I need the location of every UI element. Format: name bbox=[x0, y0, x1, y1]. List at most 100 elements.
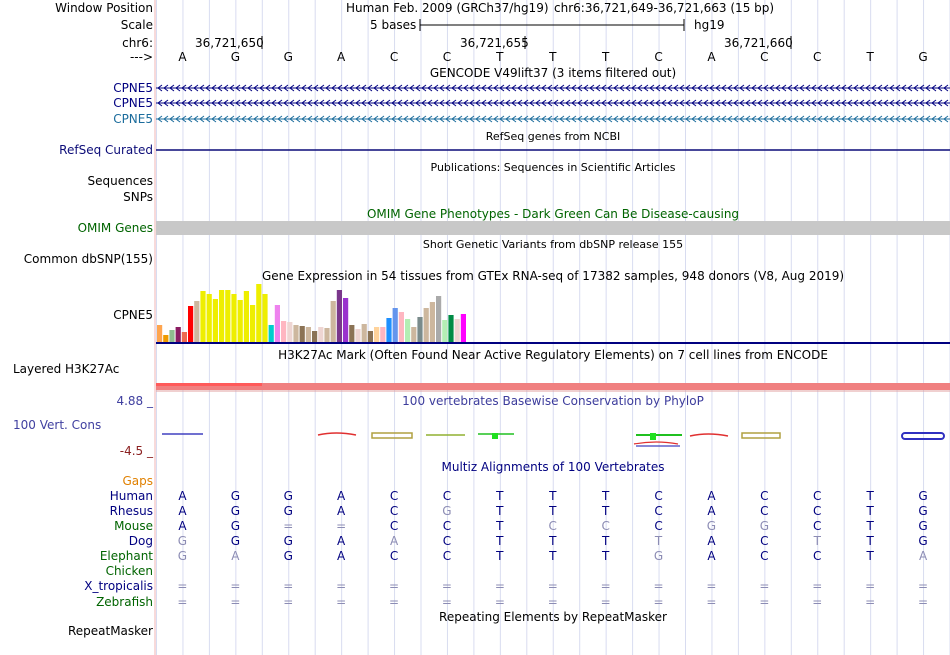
gtex-tissue-bar[interactable] bbox=[219, 290, 225, 342]
dbsnp-label[interactable]: Common dbSNP(155) bbox=[23, 252, 153, 266]
multiz-base: G bbox=[918, 534, 928, 548]
gencode-label-2[interactable]: CPNE5 bbox=[113, 96, 153, 110]
sequence-base: G bbox=[918, 50, 928, 64]
gtex-tissue-bar[interactable] bbox=[287, 322, 293, 342]
cons-title[interactable]: 100 vertebrates Basewise Conservation by… bbox=[402, 394, 704, 408]
h3k27ac-title[interactable]: H3K27Ac Mark (Often Found Near Active Re… bbox=[278, 348, 828, 362]
gtex-tissue-bar[interactable] bbox=[436, 296, 442, 342]
gtex-tissue-bar[interactable] bbox=[181, 332, 187, 342]
conservation-plot[interactable] bbox=[162, 432, 945, 447]
multiz-species-label[interactable]: Rhesus bbox=[109, 504, 153, 518]
gtex-tissue-bar[interactable] bbox=[293, 325, 299, 342]
gtex-tissue-bar[interactable] bbox=[206, 294, 212, 342]
omim-bar[interactable] bbox=[156, 221, 950, 235]
gtex-tissue-bar[interactable] bbox=[262, 294, 268, 342]
gtex-tissue-bar[interactable] bbox=[163, 335, 169, 342]
gtex-tissue-bar[interactable] bbox=[312, 331, 318, 342]
gtex-tissue-bar[interactable] bbox=[318, 327, 324, 342]
repeatmasker-title[interactable]: Repeating Elements by RepeatMasker bbox=[439, 610, 667, 624]
multiz-species-label[interactable]: Zebrafish bbox=[96, 595, 153, 609]
gtex-tissue-bar[interactable] bbox=[250, 305, 256, 342]
gtex-tissue-bar[interactable] bbox=[392, 308, 398, 342]
gtex-tissue-bar[interactable] bbox=[243, 291, 249, 342]
position-label[interactable]: chr6:36,721,649-36,721,663 (15 bp) bbox=[554, 1, 775, 15]
gtex-label[interactable]: CPNE5 bbox=[113, 308, 153, 322]
gaps-label[interactable]: Gaps bbox=[122, 474, 153, 488]
multiz-title[interactable]: Multiz Alignments of 100 Vertebrates bbox=[441, 460, 665, 474]
multiz-species-label[interactable]: X_tropicalis bbox=[84, 579, 153, 593]
gencode-transcript[interactable] bbox=[156, 99, 950, 107]
gtex-tissue-bar[interactable] bbox=[343, 298, 349, 342]
gencode-label-1[interactable]: CPNE5 bbox=[113, 81, 153, 95]
cons-label[interactable]: 100 Vert. Cons bbox=[13, 418, 102, 432]
gencode-transcript[interactable] bbox=[156, 84, 950, 92]
gtex-tissue-bar[interactable] bbox=[212, 299, 218, 342]
multiz-base: C bbox=[813, 549, 822, 563]
gtex-tissue-bar[interactable] bbox=[188, 306, 194, 342]
gtex-tissue-bar[interactable] bbox=[367, 331, 373, 342]
repeatmasker-label[interactable]: RepeatMasker bbox=[67, 624, 153, 638]
gencode-label-3[interactable]: CPNE5 bbox=[113, 112, 153, 126]
gtex-tissue-bar[interactable] bbox=[349, 325, 355, 342]
multiz-species-label[interactable]: Elephant bbox=[99, 549, 153, 563]
multiz-species-label[interactable]: Human bbox=[109, 489, 153, 503]
gtex-tissue-bar[interactable] bbox=[237, 300, 243, 342]
publications-label-snps[interactable]: SNPs bbox=[123, 190, 153, 204]
dbsnp-title[interactable]: Short Genetic Variants from dbSNP releas… bbox=[422, 238, 684, 251]
publications-label-sequences[interactable]: Sequences bbox=[87, 174, 153, 188]
gtex-tissue-bar[interactable] bbox=[324, 328, 330, 342]
multiz-base: = bbox=[653, 579, 664, 593]
multiz-base: G bbox=[230, 489, 240, 503]
gtex-tissue-bar[interactable] bbox=[429, 302, 435, 342]
refseq-title[interactable]: RefSeq genes from NCBI bbox=[485, 130, 621, 143]
gtex-tissue-bar[interactable] bbox=[281, 321, 287, 342]
h3k27ac-signal[interactable] bbox=[156, 383, 950, 392]
gtex-tissue-bar[interactable] bbox=[330, 301, 336, 342]
gtex-tissue-bar[interactable] bbox=[355, 329, 361, 342]
gtex-tissue-bar[interactable] bbox=[231, 294, 237, 342]
multiz-base: C bbox=[442, 519, 452, 533]
multiz-base: = bbox=[336, 595, 347, 609]
gtex-tissue-bar[interactable] bbox=[336, 290, 342, 342]
gtex-tissue-bar[interactable] bbox=[417, 317, 423, 342]
gtex-tissue-bar[interactable] bbox=[411, 327, 417, 342]
gtex-tissue-bar[interactable] bbox=[268, 325, 274, 342]
gtex-tissue-bar[interactable] bbox=[386, 318, 392, 342]
gtex-tissue-bar[interactable] bbox=[361, 324, 367, 342]
multiz-base: T bbox=[813, 534, 821, 548]
gtex-tissue-bar[interactable] bbox=[380, 327, 386, 342]
gtex-tissue-bar[interactable] bbox=[194, 301, 200, 342]
coord-tick-3: 36,721,660 bbox=[724, 36, 793, 50]
gtex-tissue-bar[interactable] bbox=[460, 314, 466, 342]
multiz-base: = bbox=[918, 579, 929, 593]
gtex-tissue-bar[interactable] bbox=[256, 284, 262, 342]
multiz-base: G bbox=[230, 534, 240, 548]
gtex-title[interactable]: Gene Expression in 54 tissues from GTEx … bbox=[261, 269, 845, 283]
gtex-tissue-bar[interactable] bbox=[398, 312, 404, 342]
multiz-species-label[interactable]: Mouse bbox=[114, 519, 153, 533]
publications-title[interactable]: Publications: Sequences in Scientific Ar… bbox=[430, 161, 676, 174]
gtex-tissue-bar[interactable] bbox=[299, 326, 305, 342]
gtex-tissue-bar[interactable] bbox=[169, 330, 175, 342]
omim-title[interactable]: OMIM Gene Phenotypes - Dark Green Can Be… bbox=[366, 207, 740, 221]
gtex-tissue-bar[interactable] bbox=[374, 327, 380, 342]
refseq-label[interactable]: RefSeq Curated bbox=[59, 143, 153, 157]
multiz-species-label[interactable]: Dog bbox=[128, 534, 153, 548]
gencode-transcript[interactable] bbox=[156, 115, 950, 123]
gtex-tissue-bar[interactable] bbox=[423, 308, 429, 342]
gtex-tissue-bar[interactable] bbox=[405, 319, 411, 342]
gtex-tissue-bar[interactable] bbox=[157, 325, 163, 342]
gencode-title[interactable]: GENCODE V49lift37 (3 items filtered out) bbox=[429, 66, 677, 80]
gtex-tissue-bar[interactable] bbox=[175, 327, 181, 342]
multiz-species-label[interactable]: Chicken bbox=[105, 564, 153, 578]
omim-label[interactable]: OMIM Genes bbox=[77, 221, 153, 235]
gtex-tissue-bar[interactable] bbox=[274, 305, 280, 342]
gtex-tissue-bar[interactable] bbox=[454, 319, 460, 342]
gtex-tissue-bar[interactable] bbox=[442, 320, 448, 342]
gtex-tissue-bar[interactable] bbox=[200, 291, 206, 342]
gtex-tissue-bar[interactable] bbox=[305, 327, 311, 342]
h3k27ac-label[interactable]: Layered H3K27Ac bbox=[13, 362, 120, 376]
gtex-tissue-bar[interactable] bbox=[225, 290, 231, 342]
scale-bar bbox=[419, 19, 685, 31]
gtex-tissue-bar[interactable] bbox=[448, 315, 454, 342]
